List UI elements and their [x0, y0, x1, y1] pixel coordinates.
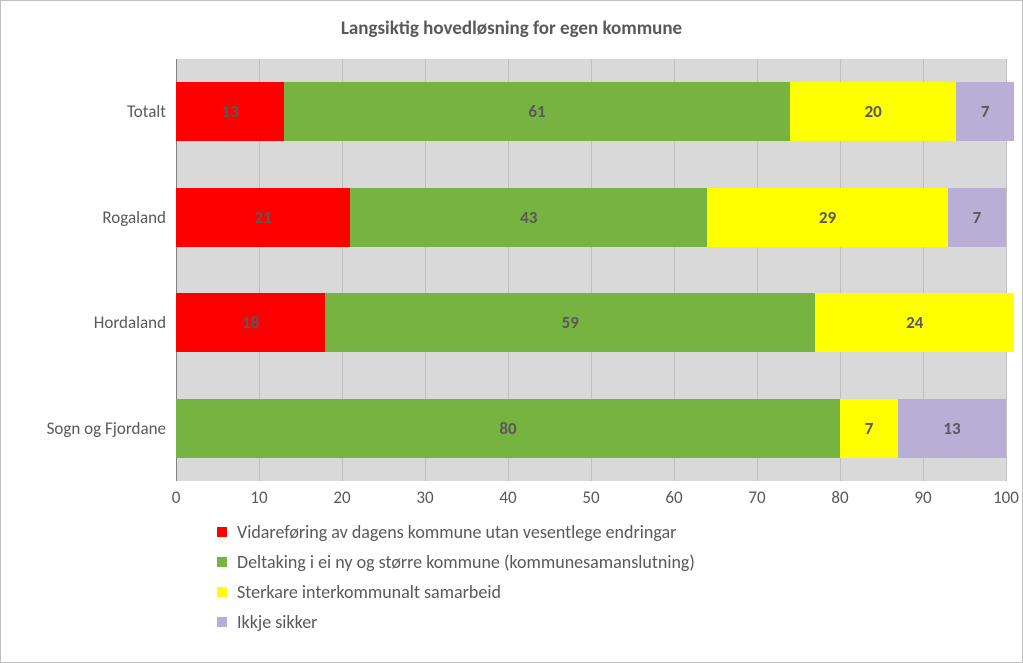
bar-segment: 61	[284, 82, 790, 141]
bar-segment: 21	[176, 188, 350, 247]
category-label: Sogn og Fjordane	[1, 418, 166, 439]
legend-label: Deltaking i ei ny og større kommune (kom…	[237, 551, 695, 573]
bar-segment: 7	[956, 82, 1014, 141]
category-label: Rogaland	[1, 207, 166, 228]
bar-segment: 13	[898, 399, 1006, 458]
bar-value-label: 20	[865, 101, 882, 122]
bar-value-label: 13	[221, 101, 238, 122]
bar-value-label: 29	[819, 207, 836, 228]
legend-label: Ikkje sikker	[237, 611, 317, 633]
bar-segment: 43	[350, 188, 707, 247]
legend-swatch	[217, 557, 227, 567]
bar-segment: 24	[815, 293, 1014, 352]
bar-row: 21 43 29 7	[176, 188, 1006, 247]
x-tick-label: 30	[416, 487, 433, 508]
bar-value-label: 18	[242, 312, 259, 333]
bar-segment: 7	[948, 188, 1006, 247]
bar-value-label: 7	[973, 207, 982, 228]
legend: Vidareføring av dagens kommune utan vese…	[217, 517, 1022, 637]
x-tick-label: 100	[993, 487, 1019, 508]
bar-value-label: 13	[943, 418, 960, 439]
legend-swatch	[217, 587, 227, 597]
x-tick-label: 90	[914, 487, 931, 508]
x-tick-label: 40	[499, 487, 516, 508]
bar-segment: 80	[176, 399, 840, 458]
bar-value-label: 80	[499, 418, 516, 439]
legend-swatch	[217, 527, 227, 537]
legend-item: Vidareføring av dagens kommune utan vese…	[217, 517, 1022, 547]
x-tick-label: 70	[748, 487, 765, 508]
legend-item: Ikkje sikker	[217, 607, 1022, 637]
plot-area: 13 61 20 7 21 43 29 7 18 59 24 80 7 13	[176, 59, 1006, 481]
bar-segment: 59	[325, 293, 815, 352]
legend-label: Sterkare interkommunalt samarbeid	[237, 581, 501, 603]
bar-value-label: 7	[981, 101, 990, 122]
bar-value-label: 59	[562, 312, 579, 333]
x-tick-label: 60	[665, 487, 682, 508]
chart-container: Langsiktig hovedløsning for egen kommune…	[0, 0, 1023, 663]
bar-row: 18 59 24	[176, 293, 1006, 352]
category-label: Hordaland	[1, 312, 166, 333]
legend-item: Sterkare interkommunalt samarbeid	[217, 577, 1022, 607]
chart-title: Langsiktig hovedløsning for egen kommune	[1, 17, 1022, 40]
x-tick-label: 0	[172, 487, 181, 508]
bar-value-label: 24	[906, 312, 923, 333]
bar-segment: 7	[840, 399, 898, 458]
x-tick-label: 20	[333, 487, 350, 508]
bar-segment: 20	[790, 82, 956, 141]
category-label: Totalt	[1, 101, 166, 122]
legend-label: Vidareføring av dagens kommune utan vese…	[237, 521, 676, 543]
bar-value-label: 7	[865, 418, 874, 439]
legend-swatch	[217, 617, 227, 627]
x-tick-label: 50	[582, 487, 599, 508]
bar-value-label: 61	[528, 101, 545, 122]
x-tick-label: 80	[831, 487, 848, 508]
bar-row: 80 7 13	[176, 399, 1006, 458]
bar-value-label: 21	[255, 207, 272, 228]
bar-segment: 18	[176, 293, 325, 352]
legend-item: Deltaking i ei ny og større kommune (kom…	[217, 547, 1022, 577]
bar-segment: 29	[707, 188, 948, 247]
bar-segment: 13	[176, 82, 284, 141]
x-tick-label: 10	[250, 487, 267, 508]
bar-row: 13 61 20 7	[176, 82, 1006, 141]
bar-value-label: 43	[520, 207, 537, 228]
